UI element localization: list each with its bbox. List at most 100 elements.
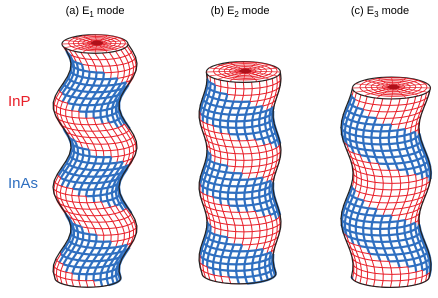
- mesh-rib: [66, 279, 68, 286]
- mesh-ring: [395, 254, 403, 255]
- mesh-rib: [92, 60, 95, 66]
- panel-suffix: mode: [379, 5, 410, 17]
- mesh-ring: [110, 206, 115, 207]
- mesh-rib: [109, 123, 113, 130]
- mesh-ring: [97, 208, 104, 209]
- mesh-ring: [408, 266, 415, 267]
- mesh-rib: [121, 142, 124, 149]
- mesh-ring: [111, 150, 118, 151]
- mesh-rib: [259, 224, 260, 231]
- mesh-rib: [265, 236, 267, 243]
- mesh-ring: [128, 224, 132, 226]
- cap-center: [239, 69, 251, 74]
- mesh-rib: [116, 51, 120, 58]
- mesh-ring: [225, 218, 233, 219]
- mesh-rib: [101, 202, 104, 209]
- mesh-ring: [416, 186, 422, 188]
- mesh-rib: [72, 195, 73, 202]
- mesh-ring: [223, 211, 231, 212]
- mesh-ring: [124, 147, 129, 148]
- mesh-rib: [103, 124, 107, 131]
- mesh-rib: [258, 146, 260, 153]
- mesh-ring: [368, 181, 375, 182]
- mesh-ring: [84, 221, 91, 222]
- mesh-rib: [122, 126, 126, 132]
- cap-center: [91, 41, 103, 46]
- mesh-ring: [246, 133, 254, 134]
- mesh-rib: [113, 129, 117, 136]
- mesh-rib: [107, 60, 110, 66]
- mesh-rib: [65, 173, 69, 180]
- mesh-rib: [243, 82, 244, 89]
- mesh-ring: [367, 266, 374, 267]
- mesh-rib: [381, 190, 382, 197]
- mesh-ring: [245, 276, 253, 277]
- mesh-rib: [270, 143, 272, 150]
- mesh-rib: [248, 141, 250, 148]
- mesh-ring: [66, 279, 72, 280]
- mesh-rib: [391, 177, 392, 184]
- mesh-rib: [123, 227, 125, 234]
- mesh-ring: [405, 127, 411, 129]
- mesh-rib: [253, 205, 255, 212]
- mesh-rib: [71, 82, 75, 89]
- mesh-ring: [72, 195, 79, 196]
- mesh-ring: [273, 154, 277, 156]
- mesh-ring: [104, 207, 110, 208]
- mesh-rib: [214, 221, 215, 228]
- mesh-ring: [117, 134, 122, 135]
- mesh-rib: [374, 267, 375, 274]
- mesh-ring: [266, 91, 272, 93]
- mesh-ring: [398, 260, 406, 261]
- mesh-ring: [221, 158, 228, 159]
- mesh-ring: [125, 69, 130, 70]
- mesh-ring: [118, 233, 124, 234]
- mesh-ring: [267, 85, 273, 87]
- mesh-rib: [364, 194, 366, 201]
- mesh-rib: [223, 211, 225, 218]
- mesh-ring: [273, 83, 277, 85]
- mesh-ring: [367, 188, 374, 189]
- mesh-rib: [80, 203, 83, 210]
- mesh-ring: [247, 211, 255, 212]
- mesh-rib: [388, 105, 390, 112]
- mesh-ring: [389, 137, 397, 138]
- mesh-rib: [379, 105, 381, 112]
- mesh-ring: [373, 104, 381, 105]
- mesh-ring: [228, 231, 236, 232]
- mesh-ring: [119, 219, 124, 220]
- mesh-ring: [260, 230, 267, 231]
- mesh-ring: [123, 63, 128, 64]
- mesh-ring: [367, 279, 374, 280]
- mesh-ring: [356, 129, 363, 130]
- mesh-ring: [244, 270, 252, 271]
- mesh-ring: [248, 140, 256, 141]
- panel-title: (c) E3 mode: [351, 5, 409, 19]
- mesh-rib: [253, 133, 255, 140]
- mesh-rib: [252, 160, 253, 167]
- mesh-rib: [108, 215, 112, 222]
- mesh-rib: [239, 141, 241, 148]
- mesh-ring: [113, 128, 118, 129]
- mesh-ring: [390, 221, 398, 222]
- mesh-rib: [97, 209, 101, 216]
- mesh-ring: [228, 237, 236, 238]
- mesh-rib: [371, 104, 373, 111]
- mesh-rib: [250, 167, 252, 174]
- mesh-ring: [409, 272, 416, 273]
- mesh-rib: [265, 145, 267, 152]
- mesh-rib: [79, 196, 80, 203]
- mesh-rib: [270, 215, 272, 222]
- mesh-ring: [111, 156, 118, 157]
- mesh-rib: [104, 208, 108, 215]
- mesh-rib: [66, 89, 70, 96]
- mesh-ring: [80, 215, 87, 216]
- mesh-ring: [260, 165, 267, 166]
- mesh-rib: [89, 125, 93, 132]
- mesh-rib: [262, 210, 264, 217]
- mesh-rib: [110, 207, 114, 214]
- mesh-rib: [377, 203, 380, 210]
- mesh-ring: [368, 117, 376, 118]
- mesh-ring: [123, 133, 127, 135]
- mesh-ring: [104, 137, 111, 138]
